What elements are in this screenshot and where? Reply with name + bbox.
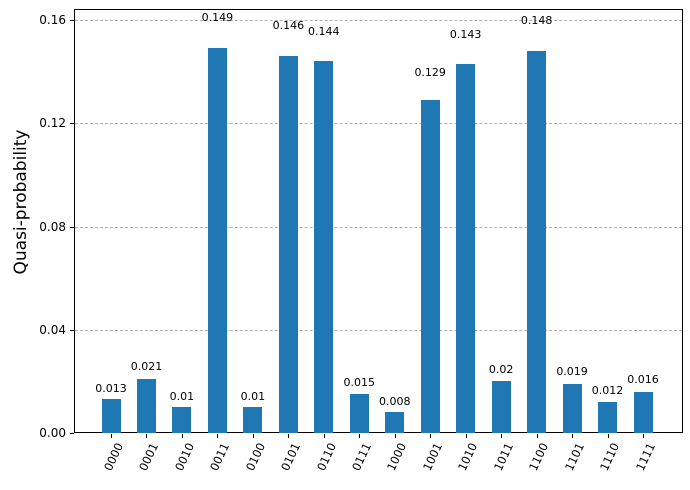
bar-1110 (598, 402, 618, 433)
bar-0101 (278, 56, 298, 433)
x-tick-mark-1100 (536, 434, 538, 438)
bar-0111 (349, 394, 369, 433)
bar-0100 (243, 407, 263, 433)
x-tick-label-1101: 1101 (561, 440, 587, 474)
x-tick-mark-1010 (465, 434, 467, 438)
bar-0110 (314, 61, 334, 433)
bar-value-0100: 0.01 (240, 389, 266, 403)
x-tick-label-1000: 1000 (384, 440, 410, 474)
gridline-0.12 (75, 123, 682, 125)
bar-value-0010: 0.01 (169, 389, 195, 403)
x-tick-mark-1011 (501, 434, 503, 438)
x-tick-mark-0110 (323, 434, 325, 438)
x-tick-label-0001: 0001 (136, 440, 162, 474)
x-tick-label-1010: 1010 (455, 440, 481, 474)
bar-value-1001: 0.129 (414, 65, 446, 79)
bar-value-1101: 0.019 (556, 365, 588, 379)
gridline-0.04 (75, 329, 682, 331)
bar-value-1000: 0.008 (378, 395, 411, 409)
x-tick-label-0011: 0011 (207, 440, 233, 474)
x-tick-mark-0101 (288, 434, 290, 438)
bar-value-0101: 0.146 (272, 19, 305, 33)
x-tick-mark-1101 (572, 434, 574, 438)
x-tick-label-0111: 0111 (348, 440, 375, 474)
x-tick-mark-1110 (607, 434, 609, 438)
x-tick-mark-0001 (146, 434, 148, 438)
y-tick-mark-0.04 (70, 329, 74, 331)
bar-1001 (420, 100, 440, 433)
x-tick-mark-0010 (181, 434, 183, 438)
gridline-0.16 (75, 20, 682, 21)
x-tick-label-0000: 0000 (100, 440, 126, 474)
bar-1100 (527, 50, 547, 433)
x-tick-label-0010: 0010 (171, 440, 197, 474)
x-tick-mark-1111 (643, 434, 644, 438)
bar-value-1010: 0.143 (449, 27, 482, 41)
y-tick-label-0.08: 0.08 (39, 219, 66, 234)
x-tick-label-1100: 1100 (526, 440, 552, 474)
bar-value-0001: 0.021 (130, 359, 163, 373)
bar-1000 (385, 412, 405, 433)
bar-1011 (491, 381, 511, 433)
bar-1111 (633, 391, 653, 433)
bar-0000 (101, 399, 121, 433)
x-tick-mark-0100 (252, 434, 254, 438)
bar-value-0000: 0.013 (95, 381, 127, 395)
x-tick-label-0110: 0110 (313, 440, 339, 474)
x-tick-label-1110: 1110 (597, 440, 623, 474)
y-tick-mark-0.16 (70, 20, 74, 21)
x-tick-label-1011: 1011 (490, 440, 516, 474)
bar-0011 (207, 48, 227, 433)
x-tick-mark-0011 (217, 434, 219, 438)
gridline-0.08 (75, 226, 682, 228)
bar-1101 (562, 383, 582, 433)
y-tick-label-0.04: 0.04 (39, 322, 66, 337)
x-tick-mark-1000 (394, 434, 396, 438)
x-tick-label-1001: 1001 (419, 440, 445, 474)
y-axis-label: Quasi-probability (11, 129, 31, 275)
bar-value-0111: 0.015 (343, 376, 376, 390)
bar-0001 (136, 378, 156, 433)
y-tick-label-0.00: 0.00 (39, 426, 66, 440)
bar-1010 (456, 63, 476, 433)
y-tick-mark-0.12 (70, 123, 74, 125)
bar-value-1110: 0.012 (591, 384, 624, 398)
bar-value-1100: 0.148 (520, 13, 553, 27)
bar-value-1111: 0.016 (627, 373, 659, 387)
x-tick-mark-0000 (111, 434, 112, 438)
x-tick-mark-1001 (430, 434, 432, 438)
bar-value-0011: 0.149 (201, 11, 234, 25)
bar-value-1011: 0.02 (488, 362, 514, 376)
x-tick-label-0100: 0100 (242, 440, 268, 474)
plot-area (74, 9, 683, 433)
bar-value-0110: 0.144 (308, 24, 340, 38)
y-tick-label-0.12: 0.12 (39, 116, 66, 131)
x-tick-label-0101: 0101 (278, 440, 304, 474)
bar-0010 (172, 407, 192, 433)
y-tick-label-0.16: 0.16 (39, 13, 66, 27)
x-tick-label-1111: 1111 (632, 440, 658, 474)
y-tick-mark-0.00 (70, 433, 74, 434)
x-tick-mark-0111 (359, 434, 361, 438)
y-tick-mark-0.08 (70, 226, 74, 228)
